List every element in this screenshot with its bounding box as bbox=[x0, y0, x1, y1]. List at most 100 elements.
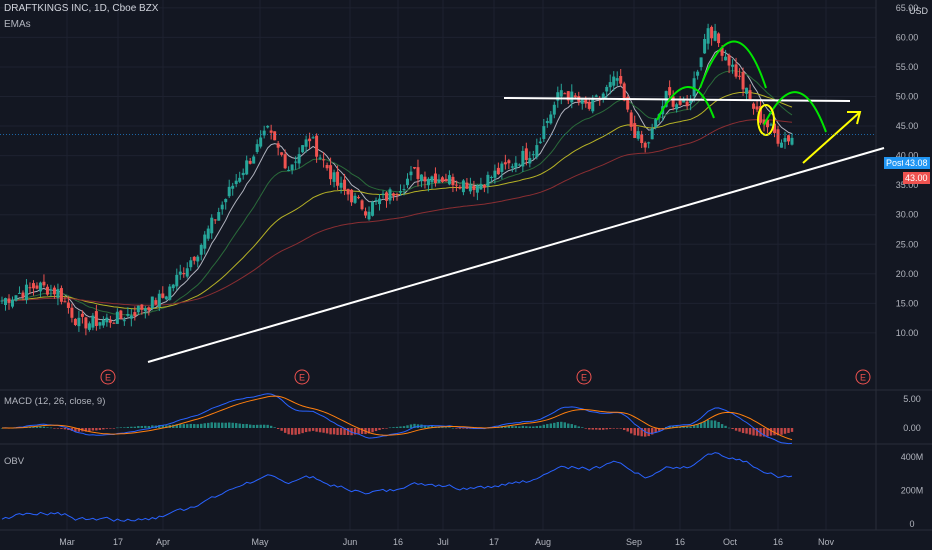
candle-body bbox=[514, 162, 518, 168]
macd-histogram-bar bbox=[616, 428, 619, 429]
macd-histogram-bar bbox=[294, 428, 297, 435]
macd-histogram-bar bbox=[640, 428, 643, 437]
macd-histogram-bar bbox=[332, 428, 336, 435]
macd-histogram-bar bbox=[287, 428, 290, 435]
candle-body bbox=[154, 300, 158, 305]
macd-histogram-bar bbox=[734, 428, 738, 431]
candle-body bbox=[626, 96, 630, 110]
candle-body bbox=[545, 120, 549, 124]
candle-body bbox=[339, 182, 343, 188]
candle-body bbox=[98, 322, 102, 326]
candle-body bbox=[636, 131, 640, 139]
macd-histogram-bar bbox=[413, 423, 416, 428]
candle-body bbox=[703, 38, 707, 54]
macd-histogram-bar bbox=[626, 428, 629, 432]
macd-histogram-bar bbox=[112, 428, 116, 429]
candle-body bbox=[454, 184, 458, 186]
macd-histogram-bar bbox=[175, 424, 178, 428]
macd-histogram-bar bbox=[241, 424, 245, 428]
macd-histogram-bar bbox=[88, 428, 91, 432]
candle-body bbox=[468, 185, 472, 192]
candle-body bbox=[364, 211, 368, 216]
macd-histogram-bar bbox=[511, 426, 514, 428]
macd-histogram-bar bbox=[668, 425, 671, 428]
earnings-marker-label: E bbox=[860, 373, 866, 383]
macd-histogram-bar bbox=[521, 425, 525, 428]
candle-body bbox=[608, 82, 612, 88]
candle-body bbox=[182, 272, 186, 275]
post-badge-label: Post bbox=[884, 157, 907, 169]
candle-body bbox=[196, 256, 200, 262]
candle-body bbox=[615, 78, 619, 81]
candle-body bbox=[63, 301, 67, 303]
candle-body bbox=[178, 271, 182, 275]
candle-body bbox=[433, 173, 437, 184]
time-tick-label: Mar bbox=[59, 537, 75, 547]
macd-histogram-bar bbox=[441, 427, 444, 428]
macd-histogram-bar bbox=[53, 428, 56, 429]
candle-body bbox=[734, 64, 738, 77]
time-tick-label: 17 bbox=[489, 537, 499, 547]
time-tick-label: 16 bbox=[393, 537, 403, 547]
candle-body bbox=[378, 198, 382, 205]
macd-histogram-bar bbox=[766, 428, 769, 437]
candle-body bbox=[699, 57, 703, 68]
macd-pane: 5.00 0.00 bbox=[0, 393, 921, 445]
macd-histogram-bar bbox=[542, 424, 546, 428]
obv-label[interactable]: OBV bbox=[4, 456, 25, 467]
candle-body bbox=[245, 160, 249, 175]
candle-body bbox=[115, 311, 119, 324]
macd-histogram-bar bbox=[783, 428, 787, 434]
candle-body bbox=[140, 304, 144, 310]
macd-histogram-bar bbox=[504, 425, 507, 428]
macd-histogram-bar bbox=[381, 428, 385, 429]
candle-body bbox=[171, 284, 175, 289]
candle-body bbox=[650, 128, 654, 140]
candle-body bbox=[161, 293, 165, 298]
macd-label[interactable]: MACD (12, 26, close, 9) bbox=[4, 396, 106, 407]
candle-body bbox=[486, 174, 490, 187]
candle-body bbox=[755, 106, 759, 110]
candle-body bbox=[556, 92, 560, 101]
macd-histogram-bar bbox=[367, 428, 371, 434]
macd-histogram-bar bbox=[623, 428, 626, 431]
candle-body bbox=[780, 142, 784, 148]
time-tick-label: Jun bbox=[343, 537, 358, 547]
macd-histogram-bar bbox=[535, 426, 539, 428]
candle-body bbox=[580, 98, 584, 104]
obv-tick-label: 0 bbox=[909, 519, 914, 529]
macd-histogram-bar bbox=[549, 423, 553, 428]
candle-body bbox=[164, 296, 168, 300]
macd-histogram-bar bbox=[759, 428, 762, 437]
macd-histogram-bar bbox=[654, 428, 657, 433]
macd-histogram-bar bbox=[360, 428, 364, 434]
price-tick-label: 40.00 bbox=[896, 151, 919, 161]
candle-body bbox=[280, 152, 284, 155]
candle-body bbox=[353, 195, 357, 203]
candle-body bbox=[133, 312, 137, 317]
candle-body bbox=[224, 199, 228, 203]
candle-body bbox=[192, 256, 196, 261]
macd-histogram-bar bbox=[210, 422, 213, 428]
candle-body bbox=[315, 135, 319, 157]
macd-histogram-bar bbox=[357, 428, 360, 434]
candle-body bbox=[416, 167, 420, 179]
macd-histogram-bar bbox=[322, 428, 325, 433]
macd-histogram-bar bbox=[518, 426, 521, 428]
candle-body bbox=[262, 130, 266, 136]
candle-body bbox=[294, 161, 298, 163]
candle-body bbox=[475, 185, 479, 193]
macd-histogram-bar bbox=[39, 426, 42, 428]
candle-body bbox=[259, 137, 263, 147]
candle-body bbox=[745, 87, 749, 94]
signal-line bbox=[2, 395, 793, 441]
earnings-marker-label: E bbox=[299, 373, 305, 383]
price-tick-label: 15.00 bbox=[896, 298, 919, 308]
macd-histogram-bar bbox=[647, 428, 650, 437]
candle-body bbox=[325, 165, 329, 169]
indicator-label[interactable]: EMAs bbox=[4, 19, 31, 30]
candle-body bbox=[269, 130, 273, 133]
macd-histogram-bar bbox=[609, 428, 612, 429]
